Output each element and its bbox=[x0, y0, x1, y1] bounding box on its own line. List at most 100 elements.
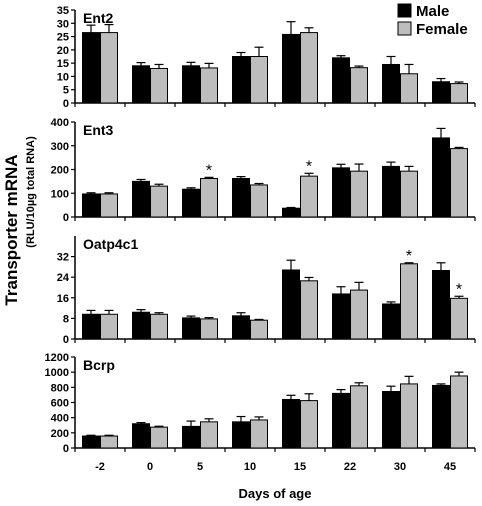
bar-female-ent2 bbox=[250, 56, 268, 104]
panel-oatp4c1: 0 8 16 24 32 Oatp4c1 * * bbox=[57, 236, 476, 346]
bar-female-ent2 bbox=[300, 32, 318, 104]
bar-female-oatp4c1 bbox=[100, 313, 118, 340]
y-tick-label: 800 bbox=[51, 382, 69, 394]
bar-male-ent2 bbox=[282, 33, 300, 104]
bar-male-oatp4c1 bbox=[382, 303, 400, 340]
legend-label-male: Male bbox=[416, 3, 449, 20]
bar-male-oatp4c1 bbox=[82, 313, 100, 340]
bar-female-bcrp bbox=[400, 383, 418, 449]
x-tick-label: 0 bbox=[147, 461, 153, 473]
x-tick-label: 22 bbox=[344, 461, 356, 473]
significance-marker: * bbox=[206, 162, 212, 179]
bar-male-bcrp bbox=[82, 435, 100, 449]
panel-label-ent2: Ent2 bbox=[83, 10, 114, 26]
y-tick-label: 25 bbox=[57, 32, 69, 44]
bar-female-ent3 bbox=[100, 193, 118, 218]
y-tick-label: 100 bbox=[51, 188, 69, 200]
significance-marker: * bbox=[456, 281, 462, 298]
bar-male-bcrp bbox=[182, 425, 200, 449]
panel-ent3: 0 100 200 300 400 Ent3 * * bbox=[51, 117, 476, 224]
y-tick-label: 10 bbox=[57, 71, 69, 83]
bar-male-oatp4c1 bbox=[182, 317, 200, 340]
bar-male-ent2 bbox=[232, 56, 250, 104]
bar-male-ent2 bbox=[382, 63, 400, 104]
bar-female-ent2 bbox=[100, 32, 118, 104]
y-tick-label: 0 bbox=[63, 443, 69, 455]
bar-female-oatp4c1 bbox=[450, 297, 468, 340]
y-tick-label: 400 bbox=[51, 413, 69, 425]
x-tick-label: 15 bbox=[294, 461, 306, 473]
y-tick-label: 16 bbox=[57, 293, 69, 305]
bar-male-ent3 bbox=[82, 193, 100, 218]
bar-male-oatp4c1 bbox=[332, 293, 350, 340]
x-tick-label: 30 bbox=[394, 461, 406, 473]
panel-bcrp: 0 200 400 600 800 1000 1200 Bcrp -2 0 5 10 15 22 30 45 bbox=[45, 352, 476, 473]
y-tick-label: 30 bbox=[57, 18, 69, 30]
bar-female-bcrp bbox=[450, 375, 468, 449]
bar-male-ent2 bbox=[82, 32, 100, 104]
legend-label-female: Female bbox=[416, 21, 468, 38]
legend: Male Female bbox=[397, 3, 468, 38]
bar-female-ent3 bbox=[400, 170, 418, 218]
bar-female-bcrp bbox=[250, 419, 268, 449]
y-tick-label: 15 bbox=[57, 58, 69, 70]
bar-male-ent2 bbox=[132, 65, 150, 104]
y-tick-label: 400 bbox=[51, 117, 69, 129]
y-axis-title: Transporter mRNA bbox=[2, 154, 21, 305]
y-tick-label: 0 bbox=[63, 212, 69, 224]
bar-male-bcrp bbox=[382, 391, 400, 449]
bar-female-ent3 bbox=[300, 175, 318, 218]
x-tick-label: 5 bbox=[197, 461, 203, 473]
bar-female-ent2 bbox=[350, 67, 368, 104]
y-tick-label: 20 bbox=[57, 45, 69, 57]
bar-male-ent3 bbox=[282, 207, 300, 218]
bar-female-bcrp bbox=[200, 421, 218, 449]
bar-male-ent3 bbox=[332, 167, 350, 218]
y-tick-label: 200 bbox=[51, 428, 69, 440]
bar-male-ent3 bbox=[132, 180, 150, 218]
bar-male-oatp4c1 bbox=[432, 270, 450, 340]
bar-male-oatp4c1 bbox=[232, 315, 250, 340]
panel-label-bcrp: Bcrp bbox=[83, 357, 115, 373]
bar-male-ent3 bbox=[432, 137, 450, 218]
x-tick-label: 45 bbox=[444, 461, 456, 473]
y-tick-label: 600 bbox=[51, 398, 69, 410]
y-tick-label: 35 bbox=[57, 5, 69, 17]
bar-female-ent3 bbox=[450, 148, 468, 218]
bar-male-bcrp bbox=[432, 384, 450, 449]
bar-female-bcrp bbox=[150, 426, 168, 449]
y-tick-label: 5 bbox=[63, 85, 69, 97]
bar-male-ent2 bbox=[432, 81, 450, 104]
bar-female-oatp4c1 bbox=[250, 319, 268, 340]
y-tick-label: 0 bbox=[63, 334, 69, 346]
bar-female-oatp4c1 bbox=[350, 289, 368, 340]
bar-female-bcrp bbox=[100, 435, 118, 449]
bar-male-bcrp bbox=[232, 421, 250, 449]
x-tick-label: -2 bbox=[95, 461, 105, 473]
y-axis-unit-label: (RLU/10µg total RNA) bbox=[25, 136, 37, 248]
bar-female-ent2 bbox=[200, 67, 218, 104]
y-tick-label: 8 bbox=[63, 313, 69, 325]
bar-female-ent2 bbox=[450, 83, 468, 104]
bar-male-ent2 bbox=[332, 57, 350, 104]
x-tick-label: 10 bbox=[244, 461, 256, 473]
bar-female-oatp4c1 bbox=[400, 263, 418, 340]
panel-label-oatp4c1: Oatp4c1 bbox=[83, 236, 138, 252]
bar-male-ent3 bbox=[232, 178, 250, 218]
bar-female-oatp4c1 bbox=[200, 318, 218, 340]
legend-swatch-male bbox=[397, 3, 412, 18]
bar-male-bcrp bbox=[282, 398, 300, 449]
bar-male-ent3 bbox=[182, 188, 200, 218]
y-tick-label: 32 bbox=[57, 252, 69, 264]
bar-female-ent3 bbox=[350, 170, 368, 218]
y-tick-label: 300 bbox=[51, 141, 69, 153]
bar-female-oatp4c1 bbox=[150, 313, 168, 340]
y-tick-label: 0 bbox=[63, 98, 69, 110]
bar-female-ent3 bbox=[150, 185, 168, 218]
significance-marker: * bbox=[306, 158, 312, 175]
y-tick-label: 1200 bbox=[45, 352, 69, 364]
significance-marker: * bbox=[406, 248, 412, 265]
bar-female-oatp4c1 bbox=[300, 280, 318, 340]
y-tick-label: 24 bbox=[57, 272, 70, 284]
